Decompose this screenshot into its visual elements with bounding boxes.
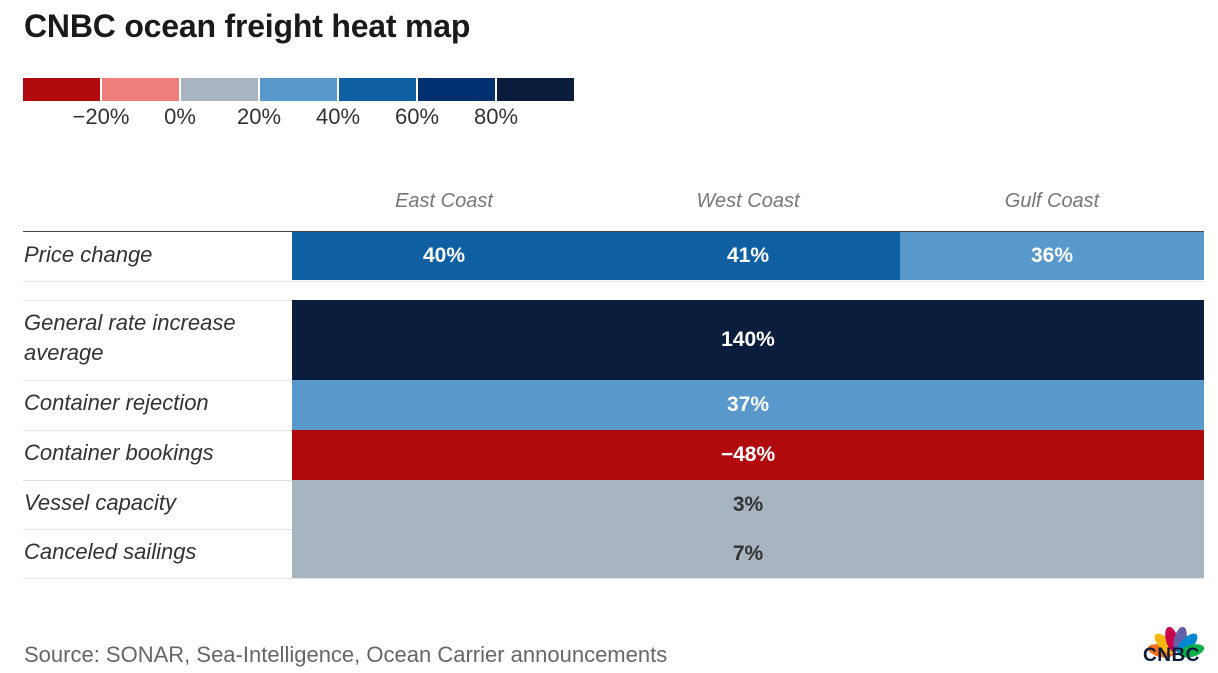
- legend-tick-labels: −20% 0% 20% 40% 60% 80%: [0, 104, 600, 134]
- source-note: Source: SONAR, Sea-Intelligence, Ocean C…: [24, 642, 668, 667]
- row-divider: [23, 578, 1204, 579]
- row-label: Container bookings: [24, 440, 214, 465]
- chart-title: CNBC ocean freight heat map: [24, 8, 471, 44]
- legend-tick: 0%: [164, 104, 196, 129]
- legend-swatch: [339, 78, 416, 101]
- legend-swatch: [102, 78, 179, 101]
- row-label: Canceled sailings: [24, 539, 197, 564]
- row-divider: [23, 281, 1204, 282]
- legend-swatch: [497, 78, 574, 101]
- heatmap-cell: 7%: [292, 529, 1204, 578]
- legend-tick: 60%: [394, 104, 440, 129]
- color-legend: [23, 78, 574, 101]
- heatmap-cell: 36%: [900, 232, 1204, 280]
- legend-tick: −20%: [72, 104, 130, 129]
- column-header: East Coast: [395, 190, 493, 212]
- heatmap-cell: 41%: [596, 232, 900, 280]
- heatmap-cell: 140%: [292, 300, 1204, 380]
- heatmap-cell: 3%: [292, 480, 1204, 529]
- header-divider: [23, 231, 1204, 232]
- legend-tick: 20%: [236, 104, 282, 129]
- column-header: West Coast: [696, 190, 800, 212]
- heatmap-cell: 37%: [292, 380, 1204, 430]
- legend-tick: 80%: [473, 104, 519, 129]
- row-label: Vessel capacity: [24, 490, 177, 515]
- column-header: Gulf Coast: [1004, 190, 1100, 212]
- row-label: Container rejection: [24, 390, 209, 415]
- row-label: General rate increase average: [24, 310, 236, 365]
- cnbc-logo-text: CNBC: [1143, 645, 1200, 666]
- heatmap-cell: 40%: [292, 232, 596, 280]
- legend-swatch: [181, 78, 258, 101]
- legend-swatch: [418, 78, 495, 101]
- heatmap-cell: −48%: [292, 430, 1204, 480]
- cnbc-peacock-logo: [1147, 626, 1205, 658]
- row-label: Price change: [24, 242, 153, 267]
- legend-tick: 40%: [315, 104, 361, 129]
- peacock-feather: [1178, 644, 1205, 658]
- legend-swatch: [23, 78, 100, 101]
- legend-swatch: [260, 78, 337, 101]
